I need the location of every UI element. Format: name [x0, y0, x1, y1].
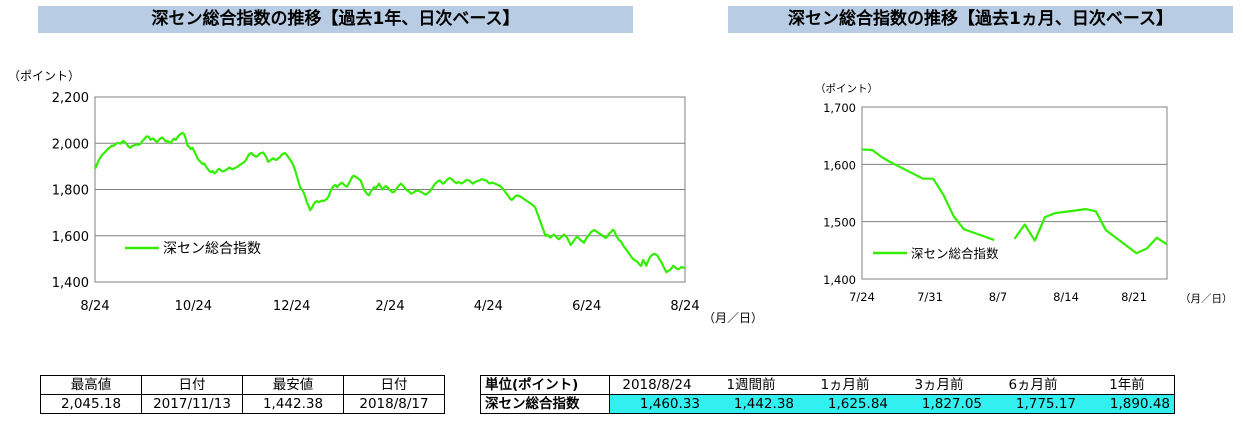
low-date: 2018/8/17 [343, 394, 445, 414]
x-tick-label: 6/24 [572, 299, 601, 314]
table-header-row: 最高値 日付 最安値 日付 [40, 375, 445, 395]
legend-label: 深セン総合指数 [911, 246, 999, 261]
y-axis-label: （ポイント） [8, 69, 80, 83]
chart-title: 深セン総合指数の推移【過去1年、日次ベース】 [38, 6, 633, 33]
one-month-chart-panel: 深セン総合指数の推移【過去1ヵ月、日次ベース】 1,400 1,500 1,600 1… [728, 0, 1243, 345]
y-tick-label: 1,400 [52, 276, 89, 291]
series-line [861, 148, 995, 242]
header-cell: 1ヵ月前 [798, 375, 892, 395]
header-cell: 2018/8/24 [609, 375, 704, 395]
value-cell: 1,460.33 [609, 394, 704, 414]
y-tick-label: 2,000 [52, 137, 89, 152]
value-cell: 1,625.84 [798, 394, 892, 414]
plot-area [861, 106, 1168, 280]
y-tick-label: 1,500 [823, 216, 856, 230]
row-label: 深セン総合指数 [480, 394, 610, 414]
y-tick-label: 2,200 [52, 91, 89, 106]
y-tick-label: 1,800 [52, 184, 89, 199]
y-tick-label: 1,700 [823, 101, 856, 115]
x-tick-label: 2/24 [375, 299, 404, 314]
high-date: 2017/11/13 [141, 394, 243, 414]
one-month-line-chart: 1,400 1,500 1,600 1,700 7/24 7/31 8/7 8/14 8/21 （… [815, 83, 1233, 305]
header-cell: 日付 [141, 375, 243, 395]
table-row: 深セン総合指数 1,460.33 1,442.38 1,625.84 1,827… [480, 394, 1175, 414]
x-tick-label: 7/24 [849, 290, 875, 304]
x-tick-label: 8/7 [989, 290, 1008, 304]
low-value: 1,442.38 [242, 394, 344, 414]
header-cell: 3ヵ月前 [892, 375, 986, 395]
x-tick-label: 10/24 [175, 299, 212, 314]
x-tick-label: 7/31 [917, 290, 943, 304]
header-cell: 日付 [343, 375, 445, 395]
y-tick-label: 1,600 [823, 158, 856, 172]
value-cell: 1,827.05 [892, 394, 986, 414]
one-year-chart-panel: 深セン総合指数の推移【過去1年、日次ベース】 1,400 1,600 1,800 2,… [0, 0, 763, 345]
x-tick-label: 12/24 [273, 299, 310, 314]
series-line [1013, 208, 1168, 255]
header-cell: 1年前 [1080, 375, 1175, 395]
period-comparison-table: 単位(ポイント) 2018/8/24 1週間前 1ヵ月前 3ヵ月前 6ヵ月前 1… [480, 375, 1175, 414]
chart-title: 深セン総合指数の推移【過去1ヵ月、日次ベース】 [728, 6, 1233, 33]
x-tick-label: 8/21 [1121, 290, 1147, 304]
value-cell: 1,775.17 [986, 394, 1080, 414]
header-cell: 最安値 [242, 375, 344, 395]
x-tick-label: 8/24 [80, 299, 109, 314]
one-year-line-chart: 1,400 1,600 1,800 2,000 2,200 8/24 10/24 12/24 2… [8, 69, 763, 325]
x-tick-label: 8/24 [670, 299, 699, 314]
y-tick-label: 1,600 [52, 230, 89, 245]
unit-label: 単位(ポイント) [480, 375, 610, 395]
legend-label: 深セン総合指数 [163, 241, 261, 257]
x-axis-label: （月／日） [703, 311, 763, 325]
series-line [94, 131, 686, 274]
table-row: 2,045.18 2017/11/13 1,442.38 2018/8/17 [40, 394, 445, 414]
value-cell: 1,442.38 [704, 394, 798, 414]
x-axis-label: （月／日） [1180, 293, 1233, 305]
x-tick-label: 8/14 [1053, 290, 1079, 304]
header-cell: 最高値 [40, 375, 142, 395]
value-cell: 1,890.48 [1080, 394, 1175, 414]
header-cell: 6ヵ月前 [986, 375, 1080, 395]
x-tick-label: 4/24 [474, 299, 503, 314]
y-tick-label: 1,400 [823, 273, 856, 287]
y-axis-label: （ポイント） [815, 83, 878, 95]
header-cell: 1週間前 [704, 375, 798, 395]
high-value: 2,045.18 [40, 394, 142, 414]
high-low-table: 最高値 日付 最安値 日付 2,045.18 2017/11/13 1,442.… [40, 375, 445, 414]
table-header-row: 単位(ポイント) 2018/8/24 1週間前 1ヵ月前 3ヵ月前 6ヵ月前 1… [480, 375, 1175, 395]
